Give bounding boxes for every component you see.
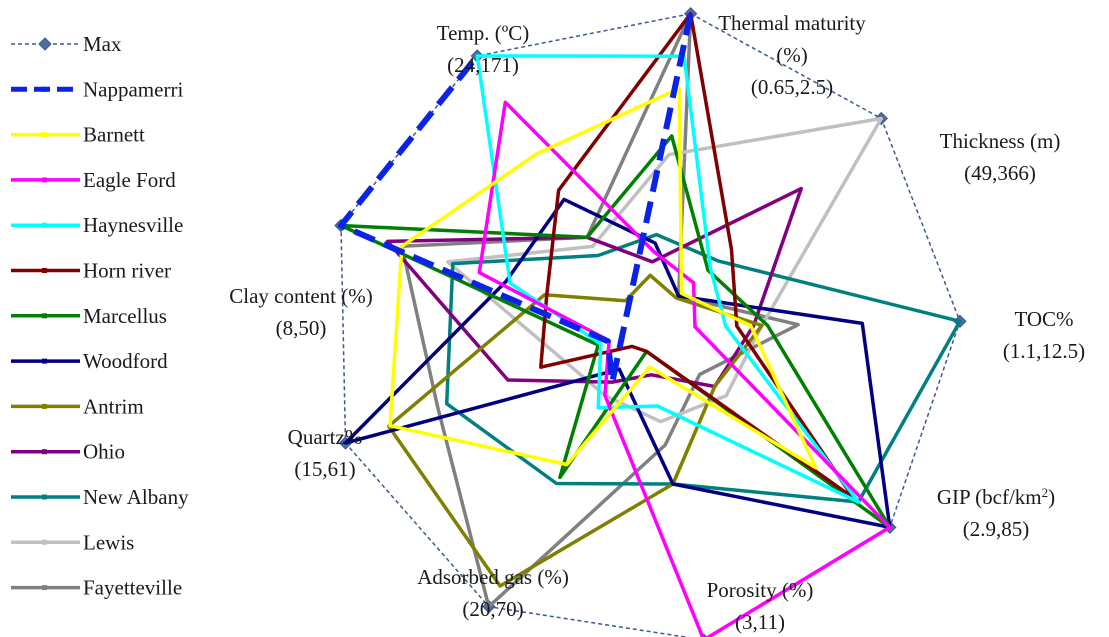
legend-label: Horn river (83, 259, 171, 283)
legend-label: Eagle Ford (83, 168, 176, 192)
axis-range-toc: (1.1,12.5) (1003, 339, 1085, 363)
legend-marker (42, 494, 47, 500)
legend-label: Fayetteville (83, 576, 182, 600)
legend-marker (42, 539, 47, 545)
legend-marker (38, 37, 52, 51)
legend-label: Nappamerri (83, 77, 183, 101)
legend-item-new-albany: New Albany (11, 485, 189, 509)
legend-item-eagle-ford: Eagle Ford (11, 168, 176, 192)
legend-item-woodford: Woodford (11, 349, 168, 373)
legend-marker (42, 449, 47, 455)
legend-marker (42, 585, 47, 591)
axis-range-thickness: (49,366) (964, 161, 1036, 185)
legend-label: Lewis (83, 530, 134, 554)
axis-label-temperature: Temp. (ºC) (437, 21, 530, 45)
axis-label-thickness: Thickness (m) (940, 129, 1061, 153)
legend-label: New Albany (83, 485, 189, 509)
axis-labels: Thermal maturity (%) (0.65,2.5) Thicknes… (229, 11, 1085, 634)
axis-label-adsorbed-gas: Adsorbed gas (%) (417, 565, 569, 589)
legend-item-horn-river: Horn river (11, 259, 171, 283)
legend-item-ohio: Ohio (11, 440, 125, 464)
legend-label: Barnett (83, 123, 145, 147)
legend-marker (42, 268, 47, 273)
series-line-woodford (343, 197, 892, 530)
legend-marker (42, 358, 47, 364)
axis-label-toc: TOC% (1014, 307, 1073, 331)
legend-item-fayetteville: Fayetteville (11, 576, 182, 600)
legend-marker (42, 132, 47, 138)
axis-label-quartz: Quartz% (288, 425, 363, 449)
legend-marker (42, 403, 47, 409)
legend-item-marcellus: Marcellus (11, 304, 167, 328)
axis-range-clay-content: (8,50) (276, 316, 327, 340)
axis-range-quartz: (15,61) (294, 457, 355, 481)
legend-item-haynesville: Haynesville (11, 213, 183, 237)
legend-label: Haynesville (83, 213, 183, 237)
legend-label: Antrim (83, 394, 144, 418)
legend-marker (42, 86, 47, 92)
axis-range-gip: (2.9,85) (963, 517, 1030, 541)
legend-item-max: Max (11, 32, 122, 56)
series-line-lewis (446, 116, 884, 424)
axis-label-gip-main: GIP (bcf/km (937, 485, 1042, 509)
series-layer (334, 7, 967, 637)
axis-label-thermal-maturity: Thermal maturity (718, 11, 866, 35)
series-line-nappamerri (338, 13, 694, 386)
series-line-marcellus (339, 134, 892, 530)
series-line-barnett (388, 86, 818, 470)
legend-label: Marcellus (83, 304, 167, 328)
legend-item-antrim: Antrim (11, 394, 144, 418)
legend-item-barnett: Barnett (11, 123, 145, 147)
series-line-eagle-ford (477, 100, 892, 637)
series-line-new-albany (444, 232, 962, 504)
legend-label: Ohio (83, 440, 125, 464)
axis-label-gip-close: ) (1048, 485, 1055, 509)
axis-range-thermal-maturity: (0.65,2.5) (751, 75, 833, 99)
axis-label-gip-sup: 2 (1042, 485, 1049, 500)
legend-label: Woodford (83, 349, 168, 373)
axis-label-gip: GIP (bcf/km2) (937, 485, 1055, 510)
axis-label-clay-content: Clay content (%) (229, 284, 372, 308)
series-line-fayetteville (400, 11, 800, 609)
axis-range-temperature: (24,171) (447, 53, 519, 77)
axis-range-adsorbed-gas: (20,70) (462, 597, 523, 621)
axis-label-thermal-maturity-unit: (%) (776, 43, 807, 67)
legend: Max Nappamerri Barnett Eagle Ford Haynesvill… (11, 32, 189, 600)
legend-marker (42, 222, 47, 228)
legend-item-nappamerri: Nappamerri (11, 77, 183, 101)
axis-range-porosity: (3,11) (735, 610, 785, 634)
axis-label-porosity: Porosity (%) (707, 578, 814, 602)
legend-label: Max (83, 32, 122, 56)
legend-marker (42, 313, 47, 319)
series-line-ohio (385, 186, 803, 389)
series-line-max (340, 12, 961, 637)
series-line-horn-river (539, 11, 856, 500)
legend-marker (42, 177, 47, 183)
legend-item-lewis: Lewis (11, 530, 134, 554)
